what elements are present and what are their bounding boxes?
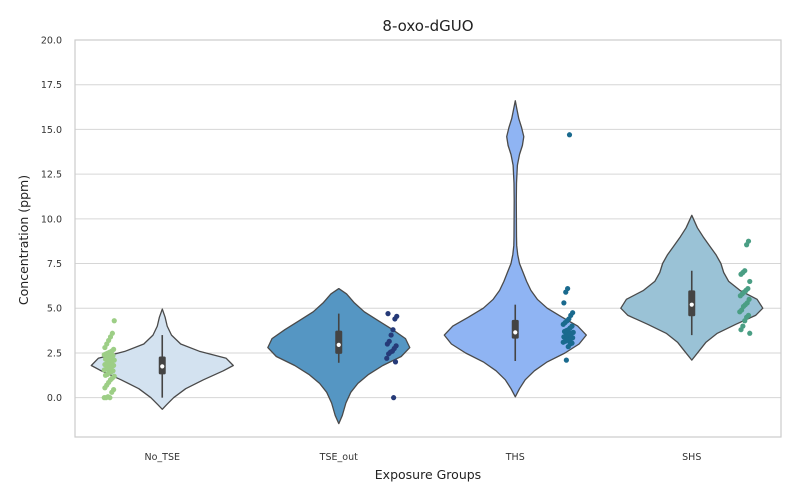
data-point-No_TSE [110,368,116,374]
y-tick-label: 12.5 [41,170,62,181]
x-tick-label: THS [505,452,525,463]
data-point-No_TSE [107,395,113,401]
data-point-TSE_out [386,338,392,344]
data-point-THS [570,329,576,335]
data-point-No_TSE [111,362,117,369]
y-tick-label: 20.0 [41,36,62,47]
data-point-SHS [745,238,752,244]
data-point-No_TSE [111,346,117,352]
y-tick-label: 5.0 [47,304,62,315]
y-tick-label: 15.0 [41,125,62,136]
median-marker-THS [513,330,518,335]
data-point-THS [570,310,576,316]
data-point-No_TSE [111,373,117,379]
x-tick-label: TSE_out [319,452,358,463]
data-point-SHS [747,330,753,336]
data-point-SHS [742,268,748,274]
data-point-SHS [740,323,746,329]
data-point-SHS [745,312,752,318]
data-point-SHS [746,296,752,302]
y-tick-label: 0.0 [47,393,62,404]
y-tick-label: 2.5 [47,348,62,359]
data-point-SHS [745,285,751,292]
median-marker-No_TSE [160,364,165,369]
data-point-TSE_out [391,395,397,401]
data-point-No_TSE [111,318,117,324]
chart-title: 8-oxo-dGUO [382,17,473,35]
x-tick-label: No_TSE [144,452,180,463]
data-point-THS [561,300,567,306]
data-point-No_TSE [110,353,116,359]
iqr-box-THS [511,319,519,339]
data-point-THS [563,357,569,363]
data-point-THS [569,323,575,329]
data-point-No_TSE [111,387,117,393]
data-point-TSE_out [393,343,399,349]
y-tick-label: 17.5 [41,80,62,91]
data-point-TSE_out [394,313,400,319]
data-point-THS [565,285,571,292]
data-point-TSE_out [384,355,390,361]
y-axis-label: Concentration (ppm) [16,175,31,305]
iqr-box-TSE_out [335,330,343,354]
data-point-TSE_out [388,332,394,338]
data-point-THS [570,335,576,341]
plot-frame [74,39,782,438]
data-point-No_TSE [111,357,117,363]
data-point-THS [566,132,573,138]
data-point-No_TSE [109,330,115,336]
data-point-THS [569,340,575,346]
data-point-SHS [747,278,753,285]
y-tick-label: 10.0 [41,214,62,225]
violin-THS [443,100,587,398]
y-tick-label: 7.5 [47,259,62,270]
data-point-TSE_out [390,327,396,333]
median-marker-TSE_out [336,342,341,348]
median-marker-SHS [689,302,694,307]
x-tick-label: SHS [682,452,701,463]
data-point-TSE_out [385,311,391,317]
x-axis-label: Exposure Groups [375,467,481,482]
data-point-TSE_out [392,359,399,365]
